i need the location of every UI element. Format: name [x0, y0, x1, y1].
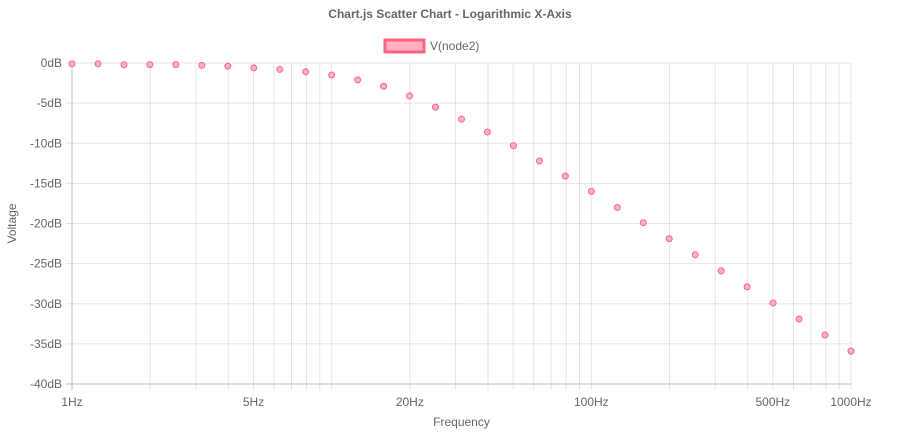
data-point — [561, 172, 569, 180]
data-point — [509, 142, 517, 150]
data-point — [769, 299, 777, 307]
data-point — [276, 65, 284, 73]
data-point — [821, 331, 829, 339]
data-points — [68, 60, 855, 355]
x-tick-label: 5Hz — [243, 395, 264, 409]
data-point — [613, 203, 621, 211]
data-point — [535, 157, 543, 165]
data-point — [743, 283, 751, 291]
x-axis: 1Hz 5Hz 20Hz 100Hz 500Hz 1000Hz — [61, 395, 871, 409]
y-axis: 0dB -5dB -10dB -15dB -20dB -25dB -30dB -35dB -40… — [30, 56, 62, 391]
y-tick-label: -30dB — [30, 297, 62, 311]
data-point — [795, 315, 803, 323]
data-point — [665, 235, 673, 243]
data-point — [587, 187, 595, 195]
y-tick-label: -10dB — [30, 136, 62, 150]
chart-title: Chart.js Scatter Chart - Logarithmic X-A… — [328, 7, 572, 21]
x-tick-label: 1Hz — [61, 395, 82, 409]
data-point — [432, 103, 440, 111]
legend[interactable]: V(node2) — [383, 38, 479, 54]
legend-swatch[interactable] — [383, 38, 426, 54]
y-tick-label: -5dB — [37, 96, 62, 110]
x-gridlines — [71, 63, 852, 390]
data-point — [717, 267, 725, 275]
y-tick-label: -15dB — [30, 176, 62, 190]
data-point — [639, 219, 647, 227]
y-tick-label: -20dB — [30, 217, 62, 231]
y-tick-label: -35dB — [30, 337, 62, 351]
data-point — [302, 68, 310, 76]
data-point — [146, 61, 154, 69]
data-point — [68, 60, 76, 68]
legend-label[interactable]: V(node2) — [430, 39, 479, 53]
data-point — [328, 71, 336, 79]
data-point — [380, 82, 388, 90]
x-axis-label: Frequency — [433, 415, 490, 429]
y-tick-label: -25dB — [30, 257, 62, 271]
data-point — [198, 61, 206, 69]
y-axis-label: Voltage — [5, 203, 19, 243]
data-point — [483, 128, 491, 136]
y-tick-label: 0dB — [41, 56, 62, 70]
data-point — [94, 60, 102, 68]
y-tick-label: -40dB — [30, 377, 62, 391]
data-point — [120, 61, 128, 69]
data-point — [354, 76, 362, 84]
data-point — [457, 115, 465, 123]
data-point — [224, 62, 232, 70]
y-gridlines — [66, 62, 851, 385]
data-point — [172, 61, 180, 69]
x-tick-label: 500Hz — [755, 395, 790, 409]
data-point — [691, 251, 699, 259]
data-point — [406, 92, 414, 100]
x-tick-label: 100Hz — [574, 395, 609, 409]
x-tick-label: 20Hz — [396, 395, 424, 409]
data-point — [847, 347, 855, 355]
data-point — [250, 64, 258, 72]
x-tick-label: 1000Hz — [830, 395, 871, 409]
